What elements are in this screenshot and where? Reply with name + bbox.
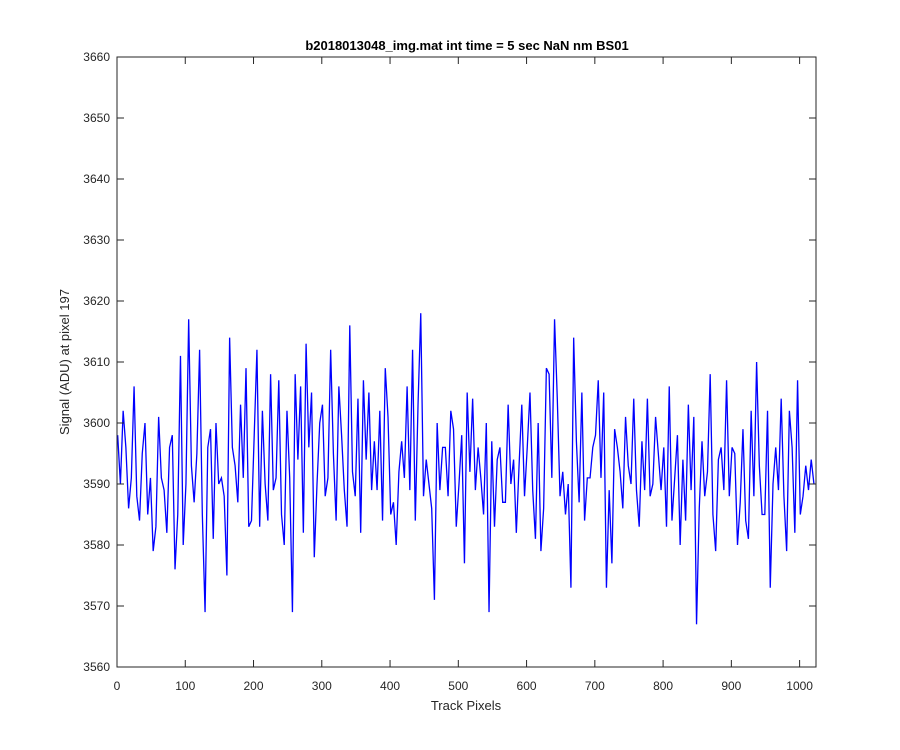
x-axis-label: Track Pixels [431, 698, 502, 713]
x-tick-label: 700 [585, 679, 605, 693]
y-tick-label: 3610 [83, 355, 110, 369]
y-tick-label: 3590 [83, 477, 110, 491]
x-tick-label: 500 [448, 679, 468, 693]
chart-title: b2018013048_img.mat int time = 5 sec NaN… [305, 38, 628, 53]
x-tick-label: 900 [721, 679, 741, 693]
x-tick-label: 0 [114, 679, 121, 693]
y-axis-label: Signal (ADU) at pixel 197 [57, 289, 72, 435]
y-tick-label: 3660 [83, 50, 110, 64]
y-tick-label: 3560 [83, 660, 110, 674]
series-layer [117, 313, 815, 625]
x-tick-label: 300 [312, 679, 332, 693]
x-tick-label: 200 [244, 679, 264, 693]
x-axis: 0 100 200 300 400 500 600 700 800 900 1000 [114, 57, 813, 693]
series-line-1 [117, 313, 815, 625]
y-tick-label: 3630 [83, 233, 110, 247]
x-tick-label: 400 [380, 679, 400, 693]
y-tick-label: 3580 [83, 538, 110, 552]
plot-area [117, 57, 816, 667]
x-tick-label: 1000 [786, 679, 813, 693]
y-tick-label: 3570 [83, 599, 110, 613]
y-tick-label: 3640 [83, 172, 110, 186]
x-tick-label: 800 [653, 679, 673, 693]
y-axis: 3560 3570 3580 3590 3600 3610 3620 3630 3640 3650… [83, 50, 816, 674]
x-tick-label: 600 [517, 679, 537, 693]
x-tick-label: 100 [175, 679, 195, 693]
y-tick-label: 3600 [83, 416, 110, 430]
y-tick-label: 3620 [83, 294, 110, 308]
y-tick-label: 3650 [83, 111, 110, 125]
